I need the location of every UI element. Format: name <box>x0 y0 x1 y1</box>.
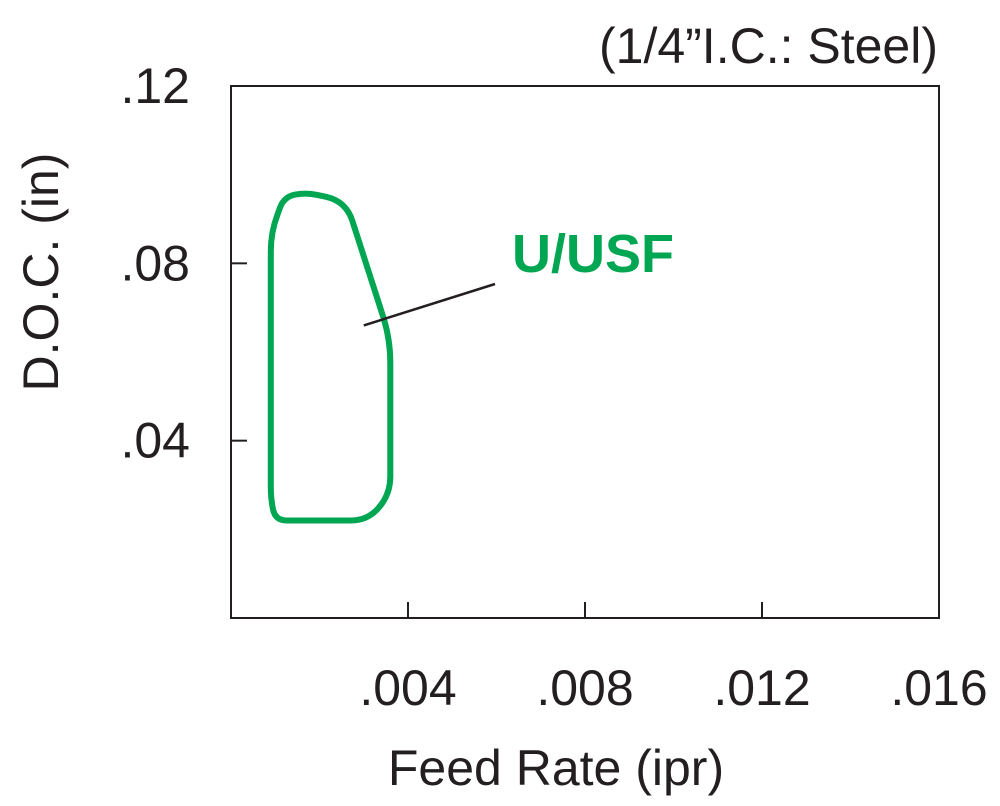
annotation-label: U/USF <box>512 224 674 284</box>
x-axis-label: Feed Rate (ipr) <box>388 740 724 796</box>
annotation-leader-line <box>363 282 496 327</box>
series-region-outline <box>267 190 394 524</box>
chart-title: (1/4”I.C.: Steel) <box>599 18 938 74</box>
y-tick-label: .12 <box>120 58 190 114</box>
y-tick-label: .04 <box>120 413 190 469</box>
x-tick-label: .004 <box>359 660 456 716</box>
plot-frame <box>230 85 940 619</box>
y-axis-ticks: .04 .08 .12 <box>120 58 247 469</box>
series-layer <box>267 190 394 524</box>
x-axis-ticks: .004 .008 .012 .016 <box>359 602 988 716</box>
x-tick-label: .012 <box>713 660 810 716</box>
y-axis-label: D.O.C. (in) <box>13 153 69 392</box>
x-tick-label: .008 <box>536 660 633 716</box>
x-tick-label: .016 <box>890 660 987 716</box>
y-tick-label: .08 <box>120 235 190 291</box>
annotation-layer: U/USF <box>363 224 674 327</box>
